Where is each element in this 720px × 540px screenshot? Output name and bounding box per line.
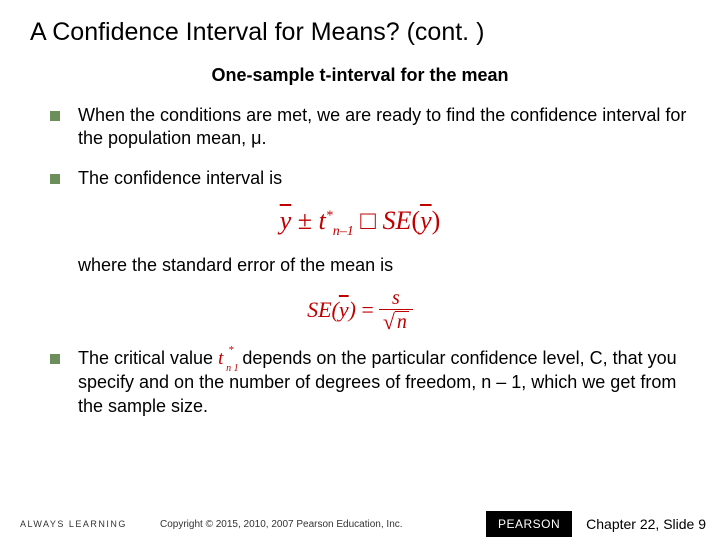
fraction: s √n bbox=[379, 288, 413, 333]
bullet-text-2: The confidence interval is bbox=[78, 167, 690, 190]
ybar-symbol-2: y bbox=[420, 206, 432, 235]
plus-minus: ± bbox=[298, 206, 312, 235]
footer-copyright: Copyright © 2015, 2010, 2007 Pearson Edu… bbox=[150, 519, 486, 530]
numerator-s: s bbox=[388, 288, 404, 309]
denominator: √n bbox=[379, 309, 413, 333]
ybar-in-se: y bbox=[339, 297, 349, 322]
bullet-text-3: The critical value t*n 1 depends on the … bbox=[78, 347, 690, 418]
bullet-text-1: When the conditions are met, we are read… bbox=[78, 104, 690, 151]
ybar-symbol: y bbox=[280, 206, 292, 235]
formula-se-content: SE(y) = s √n bbox=[307, 288, 413, 333]
se-label: SE(y) bbox=[307, 297, 356, 323]
lparen: ( bbox=[411, 206, 420, 235]
where-text: where the standard error of the mean is bbox=[78, 254, 690, 277]
square-bullet-icon bbox=[50, 174, 60, 184]
pearson-logo: PEARSON bbox=[486, 511, 572, 537]
slide-subtitle: One-sample t-interval for the mean bbox=[30, 65, 690, 86]
box-symbol: □ bbox=[360, 206, 376, 235]
formula-ci: y ± t*n–1 □ SE(y) bbox=[30, 206, 690, 240]
footer-tagline: ALWAYS LEARNING bbox=[0, 519, 150, 529]
footer-page-info: Chapter 22, Slide 9 bbox=[572, 516, 720, 532]
t-subscript: n–1 bbox=[333, 224, 354, 239]
slide-container: A Confidence Interval for Means? (cont. … bbox=[0, 0, 720, 540]
sqrt-wrapper: √n bbox=[383, 311, 409, 333]
bullet-item-2: The confidence interval is bbox=[50, 167, 690, 190]
inline-t-critical: t*n 1 bbox=[218, 347, 237, 372]
square-bullet-icon bbox=[50, 354, 60, 364]
formula-se: SE(y) = s √n bbox=[30, 288, 690, 333]
sqrt-symbol: √ bbox=[383, 311, 395, 333]
slide-title: A Confidence Interval for Means? (cont. … bbox=[30, 18, 690, 47]
inline-t-letter: t bbox=[218, 348, 223, 369]
rparen: ) bbox=[432, 206, 441, 235]
inline-t-sub: n 1 bbox=[226, 362, 239, 375]
bullet-3-part-a: The critical value bbox=[78, 348, 218, 368]
bullet-list-2: The critical value t*n 1 depends on the … bbox=[30, 347, 690, 418]
formula-ci-content: y ± t*n–1 □ SE(y) bbox=[280, 206, 441, 235]
bullet-list: When the conditions are met, we are read… bbox=[30, 104, 690, 190]
se-text: SE bbox=[383, 206, 412, 235]
bullet-item-3: The critical value t*n 1 depends on the … bbox=[50, 347, 690, 418]
slide-footer: ALWAYS LEARNING Copyright © 2015, 2010, … bbox=[0, 508, 720, 540]
equals-sign: = bbox=[360, 297, 375, 323]
bullet-item-1: When the conditions are met, we are read… bbox=[50, 104, 690, 151]
t-symbol: t bbox=[319, 206, 326, 235]
square-bullet-icon bbox=[50, 111, 60, 121]
sqrt-n: n bbox=[395, 311, 409, 332]
se-letters: SE bbox=[307, 297, 331, 322]
bullet-1-content: When the conditions are met, we are read… bbox=[78, 105, 686, 148]
inline-t-sup: * bbox=[228, 343, 234, 357]
t-superscript: * bbox=[326, 209, 333, 224]
